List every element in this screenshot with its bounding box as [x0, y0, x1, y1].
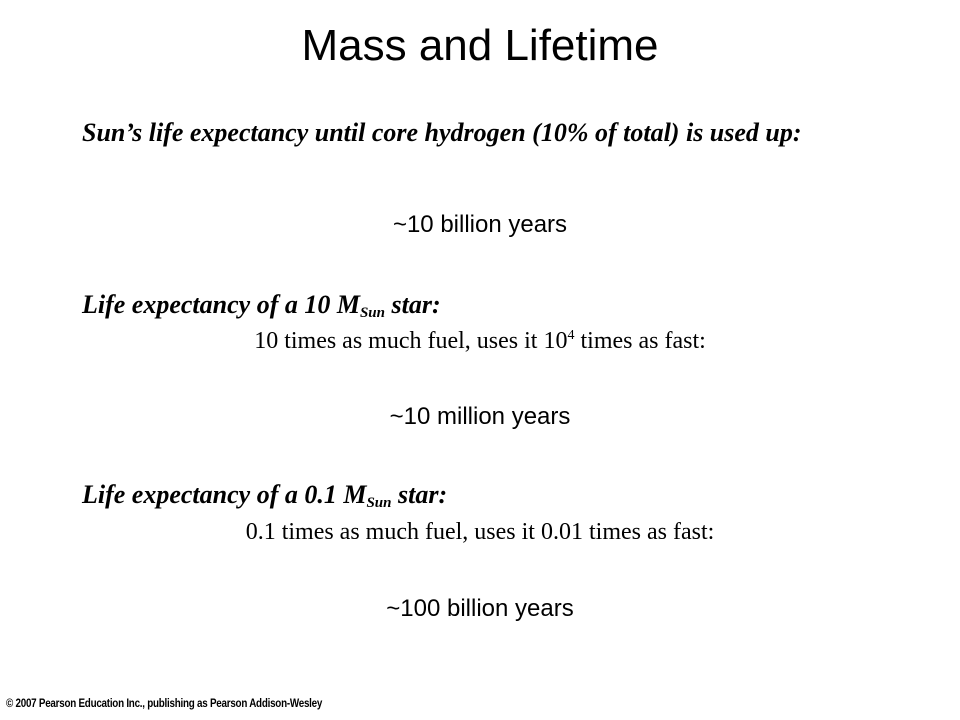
ten-solar-mass-detail-prefix: 10 times as much fuel, uses it 10	[254, 328, 568, 354]
tenth-solar-mass-result: ~100 billion years	[386, 595, 574, 622]
sun-life-expectancy-result: ~10 billion years	[392, 211, 568, 238]
ten-solar-mass-result: ~10 million years	[389, 403, 571, 430]
tenth-solar-mass-heading-suffix: star:	[391, 480, 448, 509]
tenth-solar-mass-heading-subscript: Sun	[366, 495, 392, 511]
slide-title: Mass and Lifetime	[301, 21, 659, 70]
ten-solar-mass-heading-suffix: star:	[385, 290, 441, 319]
ten-solar-mass-heading-prefix: Life expectancy of a 10 M	[82, 290, 360, 319]
tenth-solar-mass-detail: 0.1 times as much fuel, uses it 0.01 tim…	[245, 519, 715, 545]
ten-solar-mass-detail-suffix: times as fast:	[574, 328, 706, 354]
tenth-solar-mass-heading-prefix: Life expectancy of a 0.1 M	[82, 480, 367, 509]
tenth-solar-mass-heading: Life expectancy of a 0.1 MSun star:	[82, 478, 447, 512]
copyright-notice: © 2007 Pearson Education Inc., publishin…	[6, 696, 323, 710]
ten-solar-mass-heading: Life expectancy of a 10 MSun star:	[82, 288, 441, 322]
ten-solar-mass-heading-subscript: Sun	[359, 305, 385, 321]
ten-solar-mass-detail-exponent: 4	[567, 328, 575, 343]
ten-solar-mass-detail: 10 times as much fuel, uses it 104 times…	[0, 325, 960, 357]
sun-life-expectancy-heading: Sun’s life expectancy until core hydroge…	[82, 118, 802, 147]
